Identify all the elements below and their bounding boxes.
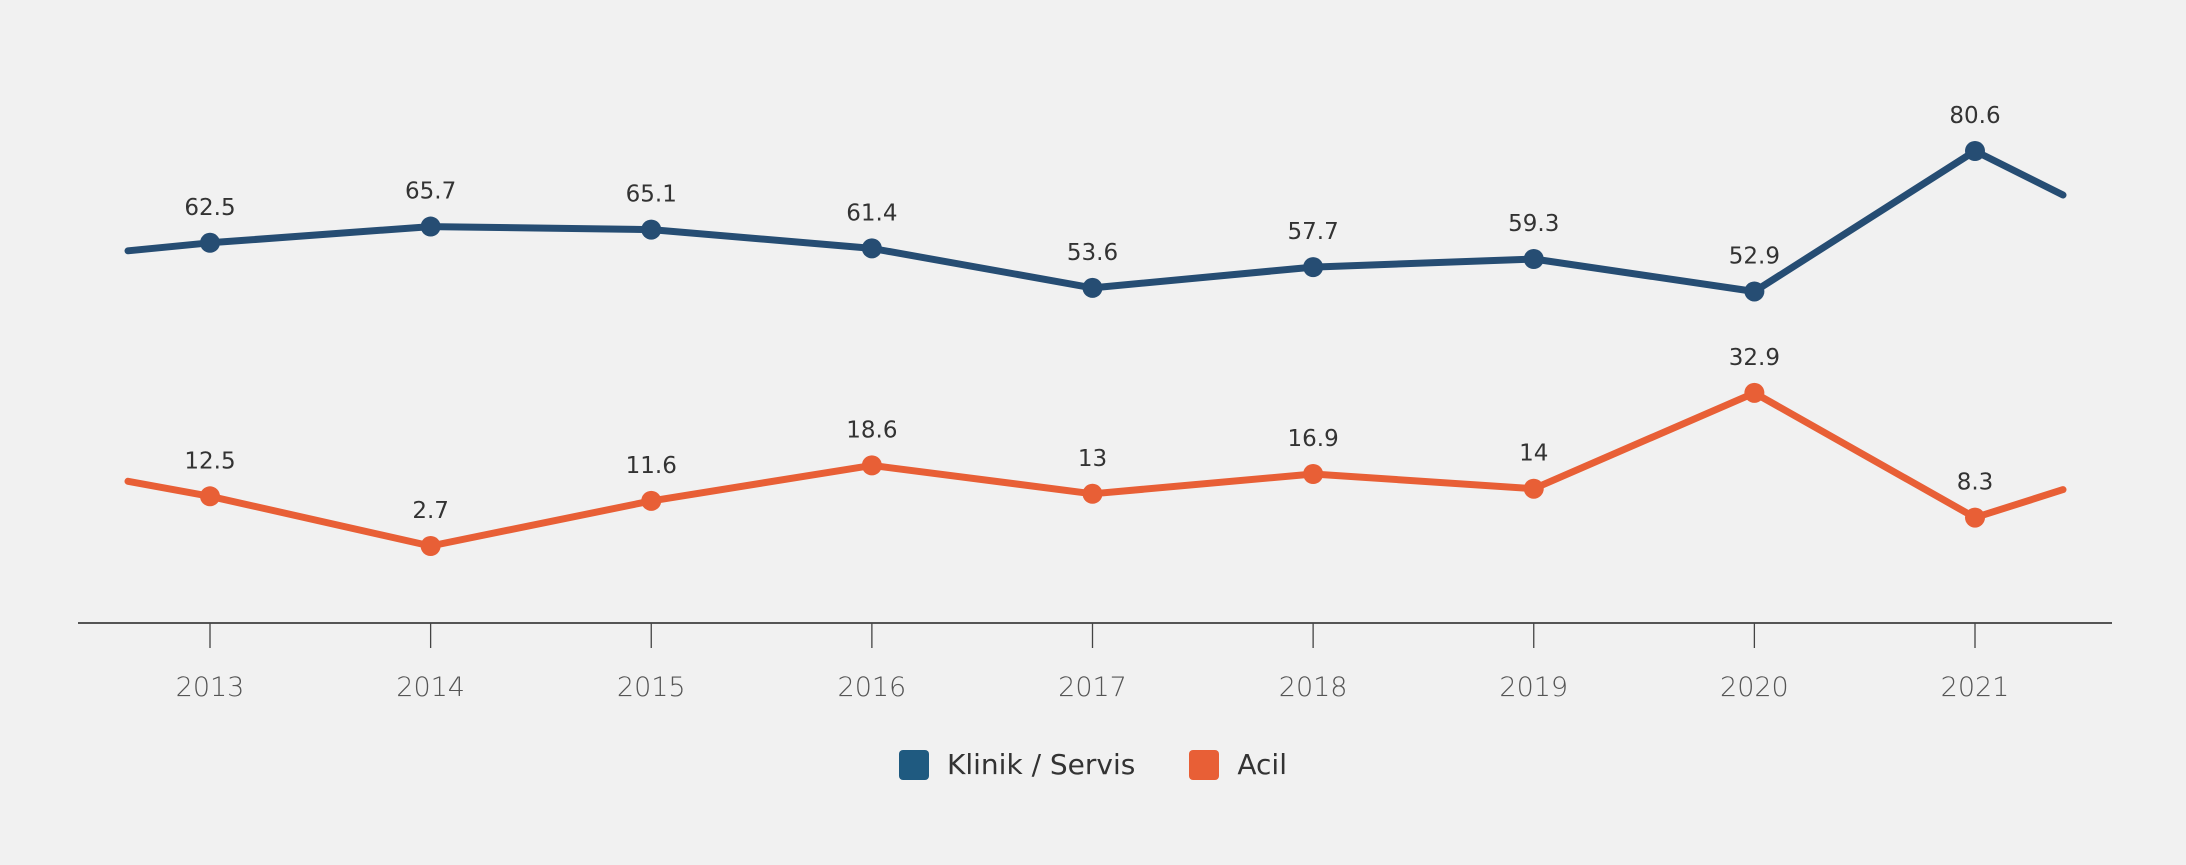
legend: Klinik / Servis Acil <box>0 748 2186 781</box>
data-point[interactable] <box>641 490 662 511</box>
legend-swatch-klinik-servis <box>899 749 930 780</box>
x-tick-label: 2015 <box>617 672 686 703</box>
data-label: 14 <box>1519 441 1548 467</box>
data-label: 12.5 <box>184 448 235 474</box>
series-group <box>124 141 2067 556</box>
data-point[interactable] <box>1303 463 1324 484</box>
data-label: 62.5 <box>184 195 235 221</box>
x-axis: 2013 2014 2015 2016 2017 2018 2019 2020 2021 <box>78 622 2112 703</box>
data-point[interactable] <box>641 219 662 240</box>
data-point[interactable] <box>1744 281 1765 302</box>
data-label: 2.7 <box>412 498 449 524</box>
x-tick-label: 2019 <box>1499 672 1568 703</box>
data-point[interactable] <box>200 232 220 253</box>
data-label: 59.3 <box>1508 211 1559 237</box>
data-point[interactable] <box>1082 483 1103 504</box>
data-point[interactable] <box>1744 382 1765 403</box>
x-tick-label: 2021 <box>1941 672 2010 703</box>
x-tick-label: 2017 <box>1058 672 1127 703</box>
data-point[interactable] <box>420 536 441 556</box>
legend-label: Acil <box>1237 748 1287 781</box>
x-tick-label: 2014 <box>396 672 465 703</box>
x-tick-label: 2016 <box>838 672 907 703</box>
data-label: 53.6 <box>1067 240 1118 266</box>
data-point[interactable] <box>200 486 220 507</box>
data-label: 8.3 <box>1957 470 1994 496</box>
data-label: 65.7 <box>405 179 456 205</box>
data-labels: 62.5 65.7 65.1 61.4 53.6 57.7 59.3 52.9 80.6 12.5… <box>184 103 2000 524</box>
data-label: 61.4 <box>846 200 897 226</box>
x-tick-label: 2013 <box>176 672 245 703</box>
x-tick-label: 2020 <box>1720 672 1789 703</box>
data-point[interactable] <box>861 238 882 259</box>
data-point[interactable] <box>861 455 882 476</box>
legend-item-acil[interactable]: Acil <box>1189 748 1287 781</box>
data-label: 65.1 <box>626 182 677 208</box>
data-point[interactable] <box>1082 277 1103 298</box>
data-label: 32.9 <box>1729 345 1780 371</box>
series-line-klinik-servis <box>124 147 2067 295</box>
data-point[interactable] <box>1523 249 1544 270</box>
data-label: 80.6 <box>1949 103 2000 129</box>
data-point[interactable] <box>1965 141 1985 161</box>
x-tick-label: 2018 <box>1279 672 1348 703</box>
legend-label: Klinik / Servis <box>947 748 1136 781</box>
legend-swatch-acil <box>1189 749 1220 780</box>
data-label: 57.7 <box>1288 219 1339 245</box>
data-point[interactable] <box>1523 478 1544 499</box>
data-label: 18.6 <box>846 417 897 443</box>
legend-item-klinik-servis[interactable]: Klinik / Servis <box>899 748 1135 781</box>
data-point[interactable] <box>420 216 441 237</box>
data-label: 16.9 <box>1288 426 1339 452</box>
data-point[interactable] <box>1965 507 1985 528</box>
data-point[interactable] <box>1303 257 1324 278</box>
data-label: 11.6 <box>626 453 677 479</box>
data-label: 13 <box>1078 446 1107 472</box>
data-label: 52.9 <box>1729 243 1780 269</box>
